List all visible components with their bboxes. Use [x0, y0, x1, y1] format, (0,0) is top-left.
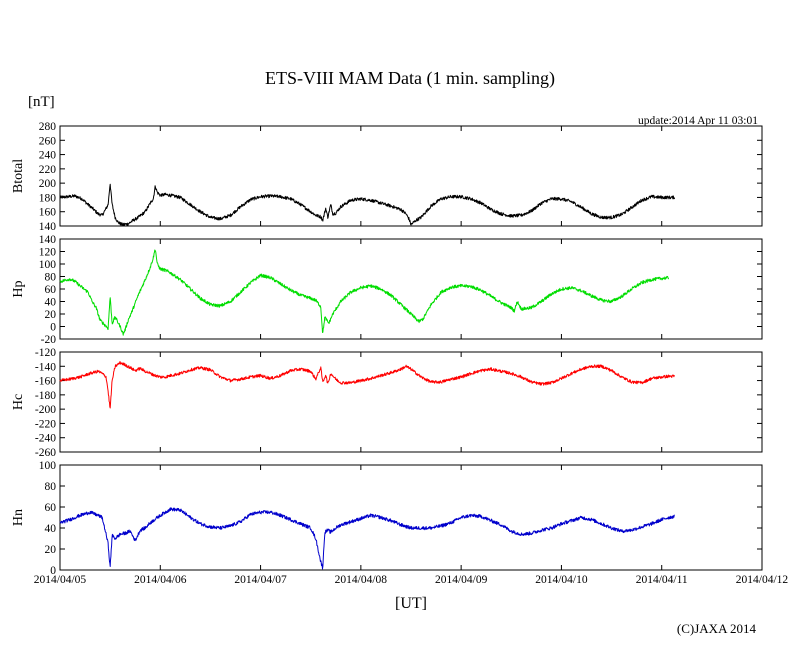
y-tick-label: 140 — [39, 221, 57, 233]
panel-label-hc: Hc — [11, 394, 26, 410]
y-tick-label: -240 — [35, 433, 56, 445]
y-tick-label: 80 — [45, 481, 57, 493]
x-tick-label: 2014/04/11 — [636, 574, 688, 586]
unit-label: [nT] — [28, 94, 55, 110]
y-tick-label: 80 — [45, 272, 57, 284]
x-axis-label: [UT] — [395, 595, 427, 612]
y-tick-label: -140 — [35, 361, 56, 373]
y-tick-label: 160 — [39, 207, 57, 219]
panel-label-hp: Hp — [11, 280, 26, 297]
x-tick-label: 2014/04/10 — [535, 574, 588, 586]
panel-label-btotal: Btotal — [11, 159, 26, 193]
y-tick-label: 20 — [45, 309, 57, 321]
series-line-hp — [59, 249, 670, 336]
panel-frame — [59, 238, 763, 340]
y-tick-label: 40 — [45, 297, 57, 309]
y-tick-label: 220 — [39, 164, 57, 176]
y-tick-label: 0 — [50, 565, 56, 577]
x-tick-label: 2014/04/05 — [34, 574, 87, 586]
x-tick-label: 2014/04/08 — [335, 574, 388, 586]
copyright-text: (C)JAXA 2014 — [677, 621, 757, 636]
y-tick-label: 40 — [45, 523, 57, 535]
y-tick-label: 180 — [39, 192, 57, 204]
y-tick-label: 240 — [39, 150, 57, 162]
x-tick-label: 2014/04/12 — [736, 574, 789, 586]
chart-panels: 280260240220200180160140Btotal1401201008… — [11, 121, 763, 577]
y-tick-label: 120 — [39, 247, 57, 259]
panel-hc: -120 -140 -160 -180 -200 -220 -240 -260 Hc — [11, 347, 763, 459]
y-tick-label: -160 — [35, 376, 56, 388]
update-timestamp: update:2014 Apr 11 03:01 — [638, 115, 758, 127]
y-tick-label: 20 — [45, 544, 57, 556]
y-tick-label: -20 — [41, 334, 57, 346]
y-tick-label: -200 — [35, 404, 56, 416]
series-line-hn — [59, 507, 675, 570]
y-tick-label: -220 — [35, 418, 56, 430]
y-tick-label: 60 — [45, 284, 57, 296]
y-tick-label: 200 — [39, 178, 57, 190]
y-tick-label: -120 — [35, 347, 56, 359]
panel-frame — [59, 351, 763, 453]
panel-btotal: 280 260 240 220 200 180 160 140 Btotal — [11, 121, 763, 233]
series-line-hc — [59, 361, 675, 409]
y-tick-label: -260 — [35, 447, 56, 459]
y-tick-label: 140 — [39, 234, 57, 246]
series-line-btotal — [59, 183, 676, 226]
panel-frame — [59, 125, 763, 227]
x-tick-label: 2014/04/09 — [435, 574, 488, 586]
x-tick-label: 2014/04/06 — [134, 574, 187, 586]
panel-label-hn: Hn — [11, 509, 26, 526]
chart-title: ETS-VIII MAM Data (1 min. sampling) — [265, 68, 555, 89]
panel-hn: 100 80 60 40 20 0 Hn — [11, 460, 763, 577]
y-tick-label: 0 — [50, 322, 56, 334]
y-tick-label: 260 — [39, 135, 57, 147]
panel-frame — [59, 464, 763, 571]
y-tick-label: -180 — [35, 390, 56, 402]
y-tick-label: 280 — [39, 121, 57, 133]
y-tick-label: 60 — [45, 502, 57, 514]
y-tick-label: 100 — [39, 259, 57, 271]
y-tick-label: 100 — [39, 460, 57, 472]
x-axis: 2014/04/05 2014/04/06 2014/04/07 2014/04/08… — [34, 574, 789, 586]
x-tick-label: 2014/04/07 — [234, 574, 287, 586]
